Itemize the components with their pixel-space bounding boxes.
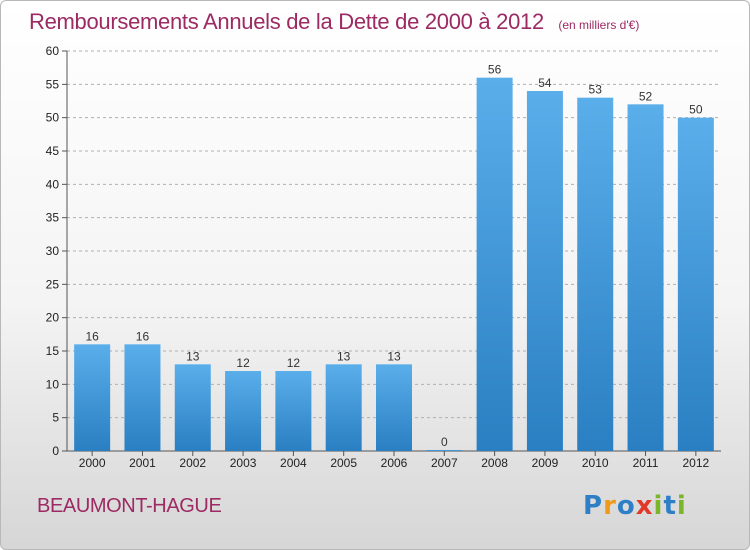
bar [677,117,714,452]
bar [225,371,262,451]
brand-letter: x [635,491,654,521]
bar [174,364,211,451]
y-tick-label: 0 [52,444,59,458]
bar-value-label: 52 [639,89,653,103]
x-tick-label: 2004 [280,456,307,470]
x-tick-label: 2009 [532,456,559,470]
x-tick-label: 2008 [481,456,508,470]
bar-value-label: 16 [85,329,99,343]
x-tick-label: 2011 [633,456,659,470]
brand-letter: i [676,491,687,521]
x-tick-label: 2005 [330,456,357,470]
brand-letter: i [653,491,664,521]
bar-value-label: 12 [236,356,250,370]
y-tick-label: 45 [46,144,60,158]
y-tick-label: 30 [46,244,60,258]
bar-value-label: 50 [689,103,703,117]
bar [476,77,513,452]
bar-value-label: 54 [538,76,552,90]
x-tick-label: 2000 [79,456,106,470]
brand-letter: r [603,491,617,521]
x-tick-label: 2001 [129,456,156,470]
brand-letter: P [583,491,604,521]
y-tick-label: 55 [46,77,60,91]
chart-title: Remboursements Annuels de la Dette de 20… [29,9,544,34]
x-tick-label: 2007 [431,456,458,470]
y-tick-label: 35 [46,211,60,225]
bar-value-label: 12 [287,356,301,370]
chart-subtitle: (en milliers d'€) [558,18,640,32]
bar-value-label: 0 [441,435,448,449]
y-tick-label: 20 [46,311,60,325]
y-tick-label: 5 [52,411,59,425]
bar-value-label: 53 [589,83,603,97]
x-tick-label: 2003 [230,456,257,470]
y-tick-label: 15 [46,344,60,358]
labels: 0 5 10 15 20 25 30 35 40 45 50 55 60 16 2000 16 2001 13 20… [46,44,710,470]
x-tick-label: 2012 [682,456,709,470]
brand-letter: o [616,491,636,521]
bar [376,364,412,451]
y-tick-label: 10 [46,377,60,391]
bar [74,344,111,451]
x-tick-label: 2006 [381,456,408,470]
bar [627,104,664,451]
proxiti-logo[interactable]: Proxiti [583,491,687,521]
bar [275,371,312,451]
y-tick-label: 60 [46,44,60,58]
commune-name: BEAUMONT-HAGUE [37,495,222,517]
bar-value-label: 56 [488,63,502,77]
title-row: Remboursements Annuels de la Dette de 20… [29,9,639,35]
x-tick-label: 2002 [179,456,206,470]
y-tick-label: 25 [46,277,60,291]
bar-value-label: 13 [337,349,351,363]
y-tick-label: 40 [46,177,60,191]
bar-value-label: 13 [186,349,200,363]
bars [74,77,714,452]
bar [526,91,563,451]
y-tick-label: 50 [46,111,60,125]
bar-value-label: 16 [136,329,150,343]
x-tick-label: 2010 [582,456,609,470]
bar [426,450,463,451]
bar-value-label: 13 [387,349,401,363]
bar [325,364,362,451]
bar [577,97,614,452]
bar [124,344,161,451]
brand-letter: t [663,491,677,521]
